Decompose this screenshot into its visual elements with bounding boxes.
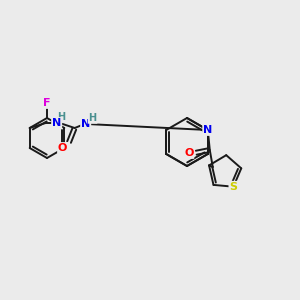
Text: N: N <box>52 118 61 128</box>
Text: H: H <box>88 113 97 123</box>
Text: F: F <box>43 98 51 108</box>
Text: N: N <box>203 125 212 135</box>
Text: S: S <box>230 182 237 192</box>
Text: O: O <box>58 143 68 153</box>
Text: O: O <box>184 148 194 158</box>
Text: H: H <box>58 112 66 122</box>
Text: N: N <box>81 119 90 129</box>
